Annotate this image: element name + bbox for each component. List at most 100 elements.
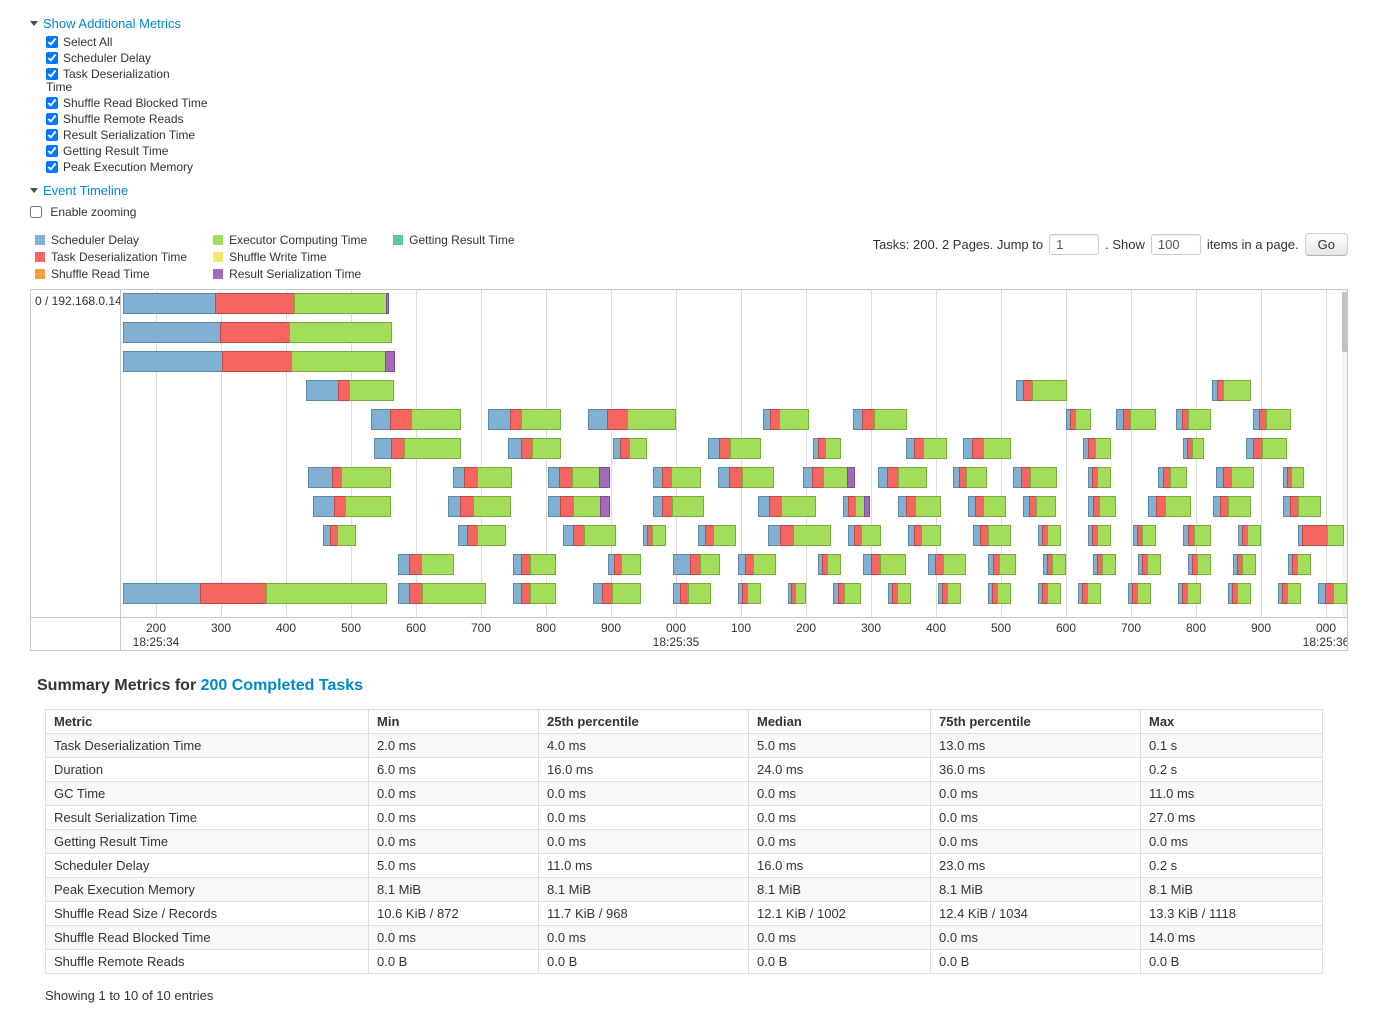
summary-column-header[interactable]: Min [368,709,539,734]
task-bar[interactable] [1038,525,1061,546]
task-bar[interactable] [123,293,389,314]
metric-checkbox[interactable] [46,129,58,141]
task-bar[interactable] [878,467,927,488]
task-bar[interactable] [308,467,391,488]
task-bar[interactable] [1216,467,1254,488]
task-bar[interactable] [938,583,961,604]
task-bar[interactable] [1116,409,1156,430]
enable-zooming-checkbox[interactable] [30,206,42,218]
show-additional-metrics-toggle[interactable]: Show Additional Metrics [30,16,181,31]
task-bar[interactable] [1088,496,1116,517]
task-bar[interactable] [1183,438,1204,459]
task-bar[interactable] [398,554,454,575]
metric-checkbox-item[interactable]: Scheduler Delay [46,52,1352,65]
task-bar[interactable] [968,496,1006,517]
metric-checkbox[interactable] [46,145,58,157]
timeline-scrollbar-thumb[interactable] [1342,292,1347,352]
metric-checkbox[interactable] [46,68,58,80]
task-bar[interactable] [853,409,907,430]
task-bar[interactable] [673,583,711,604]
task-bar[interactable] [738,554,776,575]
task-bar[interactable] [653,496,704,517]
task-bar[interactable] [888,583,911,604]
task-bar[interactable] [833,583,861,604]
task-bar[interactable] [1148,496,1191,517]
items-per-page-input[interactable] [1150,234,1201,255]
task-bar[interactable] [306,380,394,401]
task-bar[interactable] [513,554,556,575]
go-button[interactable]: Go [1304,233,1348,256]
task-bar[interactable] [908,525,941,546]
task-bar[interactable] [1093,554,1116,575]
metric-checkbox[interactable] [46,52,58,64]
task-bar[interactable] [788,583,806,604]
task-bar[interactable] [1133,525,1156,546]
task-bar[interactable] [1023,496,1056,517]
task-bar[interactable] [1066,409,1091,430]
metric-checkbox[interactable] [46,113,58,125]
task-bar[interactable] [123,322,392,343]
task-bar[interactable] [1158,467,1187,488]
task-bar[interactable] [738,583,761,604]
task-bar[interactable] [513,583,556,604]
task-bar[interactable] [313,496,391,517]
task-bar[interactable] [371,409,461,430]
metric-checkbox-item[interactable]: Task Deserialization Time [46,68,178,94]
task-bar[interactable] [973,525,1011,546]
task-bar[interactable] [508,438,561,459]
metric-checkbox-item[interactable]: Shuffle Read Blocked Time [46,97,1352,110]
task-bar[interactable] [1088,467,1111,488]
task-bar[interactable] [1246,438,1287,459]
task-bar[interactable] [398,583,486,604]
metric-checkbox[interactable] [46,161,58,173]
task-bar[interactable] [1176,409,1211,430]
task-bar[interactable] [548,467,610,488]
task-bar[interactable] [1078,583,1101,604]
task-bar[interactable] [768,525,831,546]
task-bar[interactable] [374,438,461,459]
task-bar[interactable] [863,554,906,575]
task-bar[interactable] [1278,583,1301,604]
task-bar[interactable] [448,496,511,517]
task-bar[interactable] [1318,583,1347,604]
summary-column-header[interactable]: 25th percentile [538,709,749,734]
task-bar[interactable] [1083,438,1111,459]
metric-checkbox-item[interactable]: Getting Result Time [46,145,1352,158]
task-bar[interactable] [1228,583,1251,604]
task-bar[interactable] [803,467,855,488]
task-bar[interactable] [818,554,841,575]
summary-column-header[interactable]: Median [748,709,931,734]
task-bar[interactable] [653,467,701,488]
task-bar[interactable] [1188,554,1211,575]
enable-zooming-row[interactable]: Enable zooming [30,205,1352,219]
task-bar[interactable] [1253,409,1291,430]
task-bar[interactable] [953,467,987,488]
task-bar[interactable] [123,351,395,372]
task-bar[interactable] [1212,380,1251,401]
task-bar[interactable] [1213,496,1251,517]
metric-checkbox-item[interactable]: Peak Execution Memory [46,161,1352,174]
task-bar[interactable] [1183,525,1211,546]
summary-column-header[interactable]: 75th percentile [930,709,1141,734]
task-bar[interactable] [458,525,506,546]
task-bar[interactable] [323,525,356,546]
task-bar[interactable] [613,438,647,459]
task-bar[interactable] [988,583,1011,604]
task-bar[interactable] [906,438,947,459]
metric-checkbox-item[interactable]: Select All [46,36,1352,49]
task-bar[interactable] [708,438,761,459]
task-bar[interactable] [813,438,841,459]
task-bar[interactable] [1128,583,1151,604]
task-bar[interactable] [488,409,561,430]
task-bar[interactable] [563,525,616,546]
task-bar[interactable] [963,438,1011,459]
summary-column-header[interactable]: Max [1140,709,1323,734]
metric-checkbox[interactable] [46,36,58,48]
task-bar[interactable] [1283,496,1321,517]
task-bar[interactable] [123,583,387,604]
task-bar[interactable] [843,496,870,517]
task-bar[interactable] [593,583,641,604]
task-bar[interactable] [1043,554,1066,575]
task-bar[interactable] [588,409,676,430]
metric-checkbox[interactable] [46,97,58,109]
